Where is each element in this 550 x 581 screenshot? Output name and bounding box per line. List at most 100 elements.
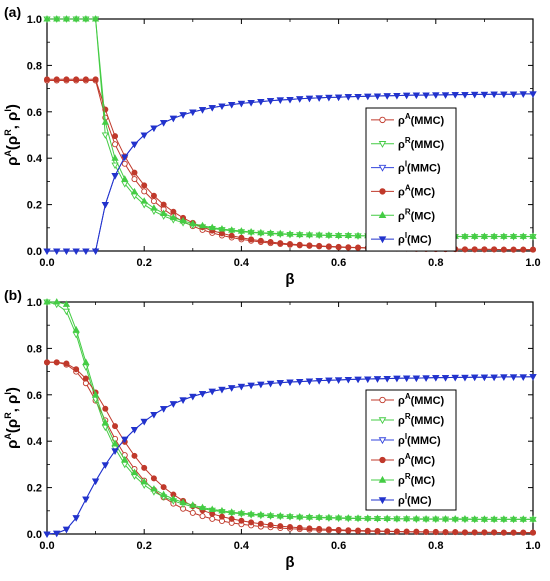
panel-a-data-point bbox=[520, 246, 527, 253]
panel-a-data-point bbox=[257, 228, 265, 236]
panel-b-y-tick-label: 0.8 bbox=[27, 343, 42, 355]
panel-b-data-point bbox=[209, 510, 216, 517]
panel-a-data-point bbox=[403, 92, 411, 100]
panel-b-data-point bbox=[44, 359, 51, 366]
panel-a-data-point bbox=[335, 243, 342, 250]
panel-b-data-point bbox=[480, 515, 489, 522]
panel-b-data-point bbox=[267, 521, 274, 528]
panel-a-data-point bbox=[179, 216, 187, 224]
panel-b-y-tick-label: 0.2 bbox=[27, 483, 42, 495]
panel-a-data-point bbox=[237, 100, 246, 108]
panel-a-data-point bbox=[500, 246, 507, 253]
panel-a-data-point bbox=[490, 232, 498, 239]
panel-b-data-point bbox=[228, 385, 236, 392]
panel-b-data-point bbox=[461, 374, 469, 382]
panel-a-data-point bbox=[141, 188, 148, 195]
panel-b-data-point bbox=[423, 528, 430, 535]
panel-b-data-point bbox=[208, 388, 216, 396]
panel-a-data-point bbox=[208, 105, 216, 112]
panel-b-data-point bbox=[62, 526, 71, 534]
panel-b-data-point bbox=[490, 374, 498, 382]
panel-b-data-point bbox=[520, 529, 527, 536]
panel-b-data-point bbox=[91, 390, 100, 398]
panel-a-data-point bbox=[44, 76, 51, 83]
panel-b-data-point bbox=[189, 501, 197, 508]
panel-b-data-point bbox=[209, 515, 216, 522]
panel-b-data-point bbox=[355, 527, 362, 534]
panel-a-data-point bbox=[111, 154, 119, 161]
panel-b-y-axis-label: ρA​(ρR​, ρI​) bbox=[3, 387, 21, 449]
panel-a-data-point bbox=[461, 232, 469, 239]
panel-b-data-point bbox=[160, 406, 168, 413]
panel-b-data-point bbox=[247, 510, 255, 517]
panel-b-y-tick-label: 0.6 bbox=[27, 390, 42, 402]
panel-a-data-point bbox=[150, 192, 157, 199]
panel-a-y-tick-label: 1.0 bbox=[27, 14, 42, 26]
panel-a-legend-label: ρI(MMC) bbox=[398, 160, 441, 175]
panel-b-x-axis-label: β bbox=[285, 554, 294, 571]
panel-a-data-point bbox=[247, 228, 255, 235]
panel-a-data-point bbox=[208, 223, 216, 231]
panel-b-data-point bbox=[150, 485, 158, 492]
panel-a-x-tick-label: 0.8 bbox=[428, 257, 443, 269]
panel-b-data-point bbox=[422, 514, 430, 522]
panel-a-data-point bbox=[287, 241, 294, 248]
panel-a-legend-box bbox=[365, 107, 457, 252]
panel-a-legend-label: ρI(MC) bbox=[398, 231, 432, 246]
panel-a-data-point bbox=[509, 232, 518, 239]
panel-a-series-5 bbox=[43, 91, 537, 255]
panel-a-data-point bbox=[325, 94, 333, 102]
panel-b-data-point bbox=[471, 529, 478, 536]
panel-b-data-point bbox=[208, 505, 216, 512]
panel-b-data-point bbox=[102, 405, 109, 412]
panel-b-data-point bbox=[286, 512, 294, 519]
panel-b-data-point bbox=[344, 514, 352, 521]
panel-b-data-point bbox=[72, 515, 80, 522]
panel-b-legend: ρA(MMC) ρR(MMC) ρI(MMC) ρA(MC) ρR(MC) ρI(MC) bbox=[365, 389, 457, 511]
panel-a-data-point bbox=[189, 109, 197, 116]
panel-a-data-point bbox=[101, 202, 109, 209]
panel-b-data-point bbox=[62, 308, 71, 316]
panel-b-data-point bbox=[315, 513, 323, 520]
panel-a-data-point bbox=[63, 76, 70, 83]
panel-b-data-point bbox=[296, 379, 304, 386]
panel-a-data-point bbox=[53, 76, 60, 83]
panel-b-data-point bbox=[461, 529, 468, 536]
panel-a-data-point bbox=[334, 231, 343, 239]
panel-b-data-point bbox=[228, 515, 235, 522]
panel-b-legend-marker bbox=[379, 456, 386, 464]
panel-a-data-point bbox=[62, 15, 71, 22]
panel-a-data-point bbox=[257, 99, 265, 106]
panel-b-data-point bbox=[412, 375, 420, 383]
panel-a-data-point bbox=[344, 94, 352, 101]
panel-a-data-point bbox=[53, 248, 61, 255]
panel-b-data-point bbox=[305, 378, 314, 386]
panel-b-data-point bbox=[62, 300, 71, 307]
panel-b-x-tick-label: 0.2 bbox=[137, 540, 152, 552]
panel-a-data-point bbox=[305, 230, 314, 238]
panel-b-data-point bbox=[471, 515, 479, 522]
panel-a-data-point bbox=[296, 96, 304, 103]
panel-b-y-tick-label: 0.0 bbox=[27, 529, 42, 541]
panel-b-data-point bbox=[452, 529, 459, 536]
panel-b-data-point bbox=[383, 376, 391, 383]
panel-b-y-tick-label: 0.4 bbox=[27, 436, 43, 448]
panel-b-data-point bbox=[519, 374, 527, 381]
panel-b-data-point bbox=[140, 418, 148, 426]
panel-a-data-point bbox=[169, 213, 177, 221]
panel-a-data-point bbox=[441, 92, 450, 99]
panel-b-legend-label: ρA(MMC) bbox=[398, 392, 445, 407]
panel-b-data-point bbox=[257, 510, 265, 518]
panel-b-data-point bbox=[335, 526, 342, 533]
panel-a-data-point bbox=[111, 173, 119, 180]
panel-b-data-point bbox=[403, 375, 411, 383]
panel-a-data-point bbox=[296, 241, 303, 248]
panel-a-legend-label: ρA(MC) bbox=[398, 183, 435, 198]
panel-b-data-point bbox=[442, 529, 449, 536]
panel-a-data-point bbox=[91, 15, 100, 22]
panel-a-plot-frame bbox=[46, 18, 534, 252]
panel-b-data-point bbox=[43, 298, 51, 305]
panel-b-data-point bbox=[150, 475, 157, 482]
panel-a-data-point bbox=[471, 91, 479, 99]
